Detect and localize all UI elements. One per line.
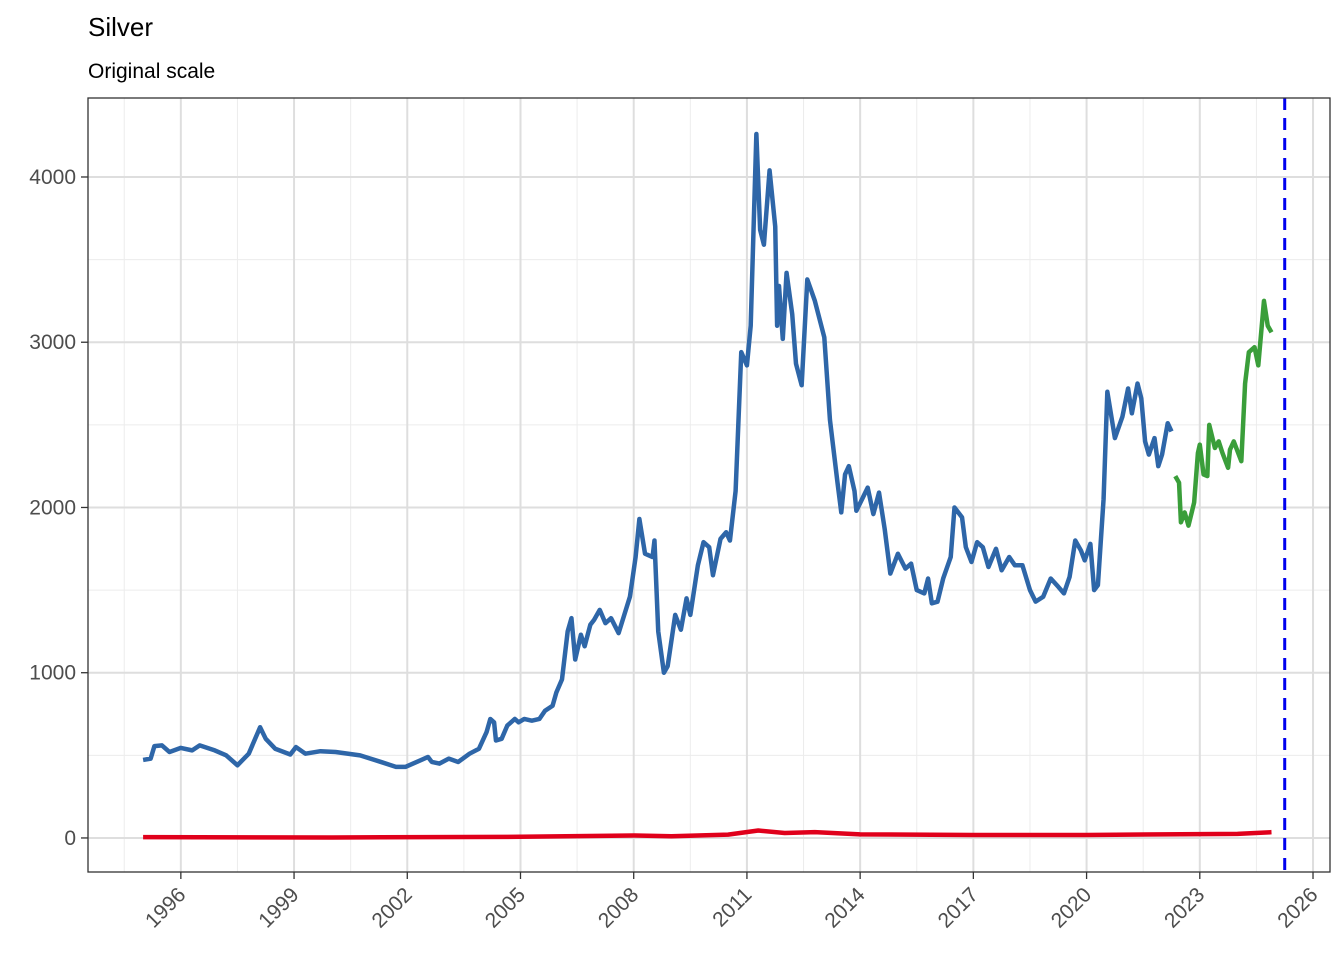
marks xyxy=(142,98,1287,872)
series-line xyxy=(142,131,1174,770)
series-line xyxy=(143,828,1272,840)
y-tick-label: 4000 xyxy=(29,166,76,189)
y-tick-label: 2000 xyxy=(29,496,76,519)
y-tick-label: 1000 xyxy=(29,662,76,685)
grid xyxy=(88,98,1330,872)
panel-border xyxy=(87,97,1331,873)
chart-subtitle: Original scale xyxy=(88,60,215,83)
y-tick-label: 3000 xyxy=(29,331,76,354)
chart-title: Silver xyxy=(88,12,153,42)
series-line xyxy=(1173,298,1274,528)
y-tick-label: 0 xyxy=(64,827,76,850)
